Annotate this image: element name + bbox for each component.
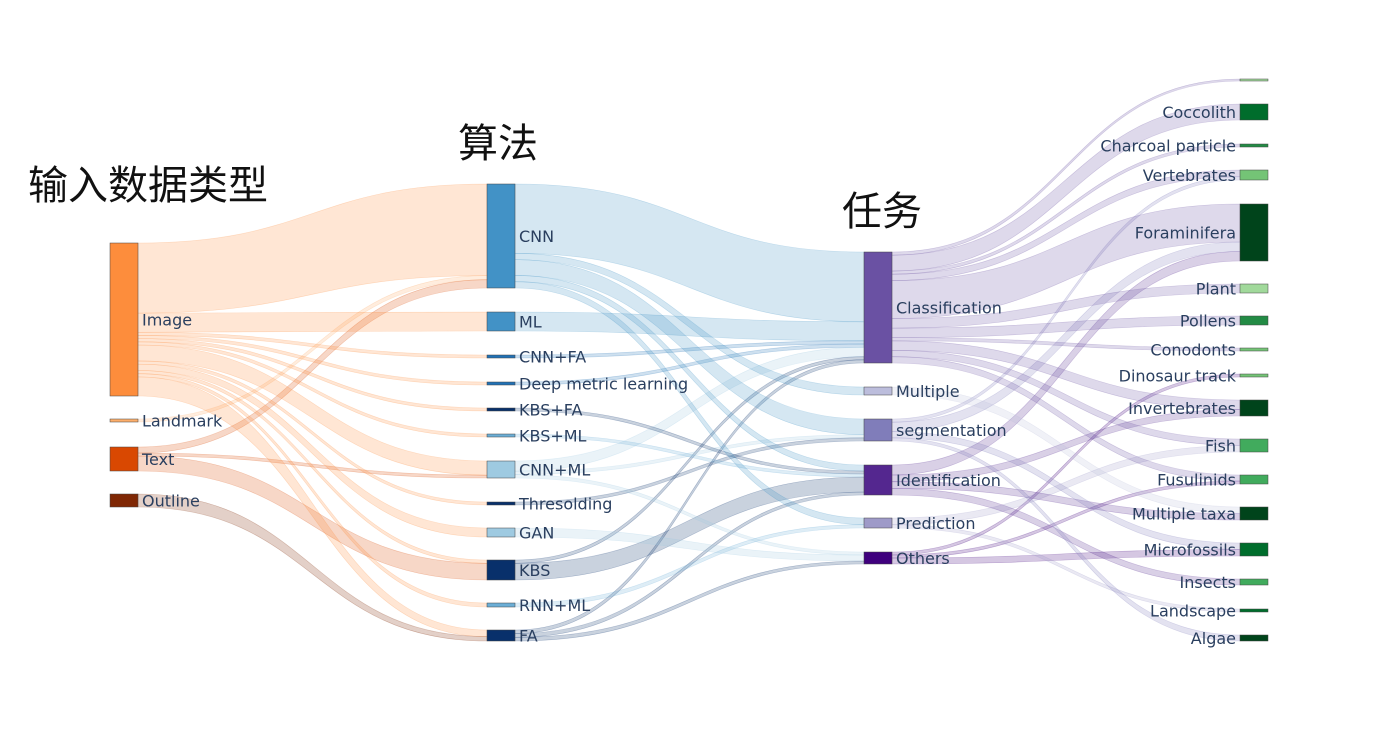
column-title-task: 任务	[842, 189, 922, 235]
node-label-dml: Deep metric learning	[519, 375, 688, 394]
node-label-cnnfa: CNN+FA	[519, 348, 586, 367]
node-conod[interactable]	[1239, 347, 1269, 352]
node-seg[interactable]	[863, 418, 893, 442]
node-thres[interactable]	[486, 501, 516, 506]
node-label-ident: Identification	[896, 471, 1001, 490]
node-cnnml[interactable]	[486, 460, 516, 479]
node-label-multitaxa: Multiple taxa	[1132, 505, 1236, 524]
node-label-fa: FA	[519, 627, 538, 646]
node-top[interactable]	[1239, 78, 1269, 82]
node-label-image: Image	[142, 311, 192, 330]
node-label-kbsfa: KBS+FA	[519, 401, 582, 420]
node-label-ml: ML	[519, 313, 542, 332]
node-label-plant: Plant	[1196, 280, 1236, 299]
node-label-landscape: Landscape	[1150, 602, 1236, 621]
node-fish[interactable]	[1239, 438, 1269, 453]
node-label-algae: Algae	[1191, 629, 1236, 648]
node-kbsfa[interactable]	[486, 407, 516, 412]
node-label-conod: Conodonts	[1150, 341, 1236, 360]
node-algae[interactable]	[1239, 634, 1269, 642]
node-ident[interactable]	[863, 464, 893, 496]
node-invert[interactable]	[1239, 399, 1269, 417]
node-label-thres: Thresolding	[518, 495, 612, 514]
column-title-algorithm: 算法	[458, 121, 538, 167]
node-foram[interactable]	[1239, 203, 1269, 262]
node-label-text: Text	[141, 450, 174, 469]
node-label-class: Classification	[896, 299, 1002, 318]
node-pred[interactable]	[863, 517, 893, 529]
node-outline[interactable]	[109, 493, 139, 508]
node-rnnml[interactable]	[486, 602, 516, 608]
node-insects[interactable]	[1239, 578, 1269, 586]
node-others[interactable]	[863, 551, 893, 565]
node-label-dino: Dinosaur track	[1119, 367, 1237, 386]
node-ml[interactable]	[486, 311, 516, 332]
node-label-insects: Insects	[1180, 573, 1236, 592]
node-label-cnnml: CNN+ML	[519, 461, 590, 480]
node-layer: Image Landmark Text Outline CNN ML CNN+FA Deep …	[109, 78, 1269, 648]
node-landmark[interactable]	[109, 418, 139, 423]
node-vert[interactable]	[1239, 169, 1269, 181]
node-multitaxa[interactable]	[1239, 506, 1269, 521]
node-cnn[interactable]	[486, 183, 516, 289]
link-cnn-multiple[interactable]	[514, 253, 865, 396]
node-plant[interactable]	[1239, 283, 1269, 294]
node-label-kbsml: KBS+ML	[519, 427, 587, 446]
node-text[interactable]	[109, 446, 139, 472]
node-label-vert: Vertebrates	[1143, 166, 1236, 185]
node-label-charcoal: Charcoal particle	[1100, 137, 1236, 156]
node-label-multiple: Multiple	[896, 382, 960, 401]
node-image[interactable]	[109, 242, 139, 397]
node-kbs[interactable]	[486, 559, 516, 581]
node-fusul[interactable]	[1239, 474, 1269, 485]
node-dml[interactable]	[486, 381, 516, 386]
node-charcoal[interactable]	[1239, 143, 1269, 148]
node-label-micro: Microfossils	[1144, 541, 1236, 560]
node-label-landmark: Landmark	[142, 412, 223, 431]
node-label-fusul: Fusulinids	[1157, 471, 1236, 490]
node-landscape[interactable]	[1239, 608, 1269, 613]
node-label-pollens: Pollens	[1180, 312, 1236, 331]
node-class[interactable]	[863, 251, 893, 364]
node-gan[interactable]	[486, 527, 516, 538]
node-label-rnnml: RNN+ML	[519, 596, 590, 615]
node-fa[interactable]	[486, 629, 516, 642]
node-pollens[interactable]	[1239, 315, 1269, 326]
link-cnn-class[interactable]	[514, 183, 865, 323]
node-label-invert: Invertebrates	[1128, 399, 1236, 418]
node-label-gan: GAN	[519, 524, 554, 543]
node-label-kbs: KBS	[519, 561, 550, 580]
node-label-foram: Foraminifera	[1135, 224, 1236, 243]
node-micro[interactable]	[1239, 542, 1269, 557]
node-multiple[interactable]	[863, 386, 893, 396]
node-cnnfa[interactable]	[486, 354, 516, 359]
node-label-pred: Prediction	[896, 514, 975, 533]
node-label-seg: segmentation	[896, 421, 1007, 440]
node-kbsml[interactable]	[486, 433, 516, 438]
node-label-coccolith: Coccolith	[1162, 103, 1236, 122]
node-label-fish: Fish	[1205, 437, 1236, 456]
node-coccolith[interactable]	[1239, 103, 1269, 121]
node-dino[interactable]	[1239, 373, 1269, 378]
node-label-others: Others	[896, 549, 950, 568]
node-label-outline: Outline	[142, 492, 200, 511]
link-layer	[137, 78, 1241, 642]
node-label-cnn: CNN	[519, 227, 554, 246]
column-title-input: 输入数据类型	[28, 163, 268, 209]
